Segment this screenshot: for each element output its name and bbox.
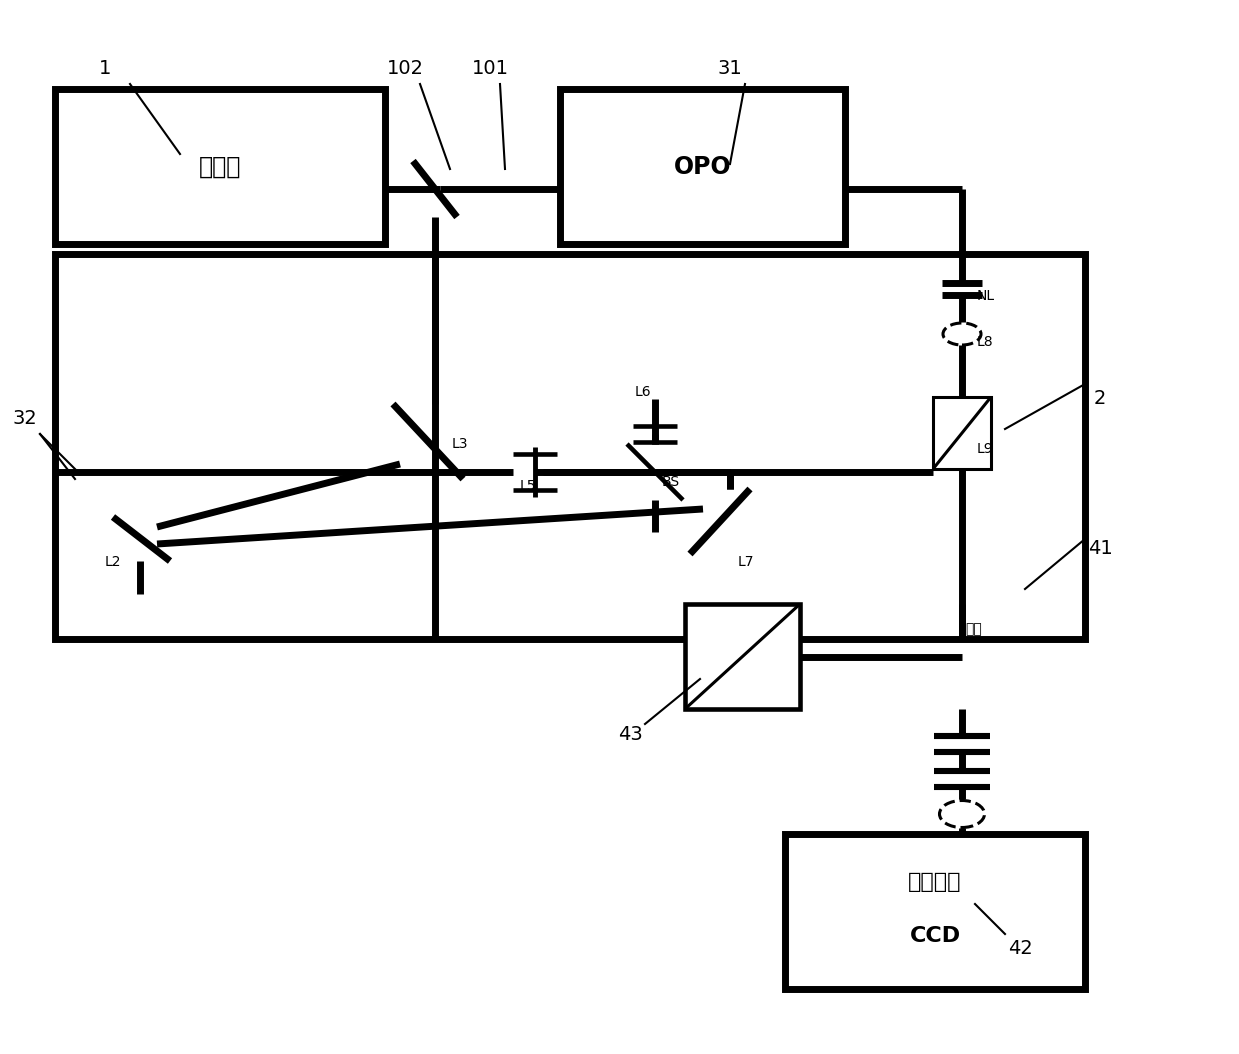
Text: 43: 43 [617, 724, 642, 743]
Text: L9: L9 [978, 442, 994, 456]
Bar [55, 89, 385, 243]
Bar [933, 397, 991, 469]
Text: 41: 41 [1088, 540, 1113, 559]
Text: L8: L8 [978, 335, 994, 349]
Text: NL: NL [978, 289, 995, 302]
Bar [560, 89, 845, 243]
Text: 光谱仪与: 光谱仪与 [908, 872, 961, 892]
Text: 激光器: 激光器 [198, 155, 242, 178]
Text: L5: L5 [520, 479, 536, 493]
Text: 101: 101 [472, 59, 508, 78]
Text: L6: L6 [636, 385, 652, 399]
Bar [55, 254, 1085, 639]
Text: L2: L2 [105, 555, 121, 569]
Bar [786, 834, 1085, 989]
Text: 102: 102 [387, 59, 424, 78]
Text: CCD: CCD [909, 926, 960, 946]
Text: 42: 42 [1007, 939, 1032, 958]
Text: 1: 1 [99, 59, 112, 78]
Text: OPO: OPO [674, 155, 731, 178]
Text: 2: 2 [1094, 390, 1106, 409]
Text: BS: BS [662, 475, 680, 489]
Text: L3: L3 [452, 437, 468, 451]
Text: L7: L7 [738, 555, 755, 569]
Text: 32: 32 [12, 410, 37, 429]
Ellipse shape [943, 323, 981, 345]
Text: 31: 31 [717, 59, 742, 78]
Text: 气室: 气室 [965, 622, 983, 636]
Ellipse shape [939, 800, 985, 827]
Bar [685, 604, 800, 709]
